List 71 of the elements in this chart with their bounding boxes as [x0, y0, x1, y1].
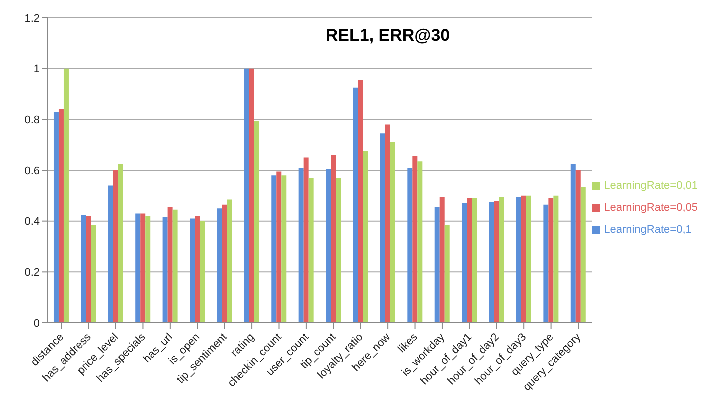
bar — [472, 198, 478, 323]
bar — [358, 80, 364, 323]
bar — [353, 88, 358, 323]
bar — [140, 214, 146, 323]
bar — [136, 214, 141, 323]
bar — [544, 204, 549, 323]
bar — [418, 162, 423, 323]
bar — [489, 202, 494, 323]
bar — [227, 200, 232, 323]
bar — [499, 197, 504, 323]
bar — [467, 198, 472, 323]
bar — [168, 207, 173, 323]
bar — [526, 196, 532, 323]
bar — [217, 208, 222, 323]
bar — [580, 187, 586, 323]
bar — [113, 170, 118, 323]
text: REL1, ERR@30 — [324, 26, 452, 46]
bar — [54, 112, 59, 323]
bar — [200, 221, 206, 323]
bar — [521, 196, 526, 323]
legend-label: LearningRate=0,05 — [604, 202, 698, 214]
bar — [298, 168, 304, 323]
legend-label: LearningRate=0,01 — [604, 180, 698, 192]
legend-label: LearningRate=0,1 — [604, 224, 692, 236]
bar — [276, 172, 282, 323]
bar — [554, 196, 559, 323]
bar — [380, 134, 386, 323]
bar — [249, 68, 254, 323]
bar — [576, 170, 581, 323]
bar — [326, 169, 332, 323]
y-tick-label: 0 — [34, 318, 40, 330]
bar — [385, 124, 390, 323]
bar — [81, 214, 86, 323]
bar — [434, 207, 440, 323]
bar — [444, 225, 450, 323]
bar — [516, 197, 522, 323]
bar — [462, 204, 468, 323]
bar — [408, 168, 413, 323]
y-tick-label: 0.8 — [24, 114, 40, 127]
bar — [548, 198, 554, 323]
bar — [304, 158, 309, 323]
bar — [336, 178, 342, 323]
bar — [195, 216, 200, 323]
bar — [308, 178, 314, 323]
bar — [91, 225, 96, 323]
bar — [570, 164, 576, 323]
bar — [108, 186, 114, 323]
y-tick-label: 1.2 — [24, 12, 40, 25]
y-tick-label: 0.6 — [24, 165, 40, 178]
bar — [282, 176, 287, 323]
bar — [222, 204, 228, 323]
bar — [118, 164, 124, 323]
bar — [412, 156, 418, 323]
bar — [440, 197, 445, 323]
bar — [146, 216, 151, 323]
bar — [58, 110, 64, 323]
y-tick-label: 0.2 — [24, 267, 40, 280]
bar — [363, 151, 368, 323]
bar — [86, 216, 92, 323]
bar — [190, 218, 196, 323]
bar — [390, 142, 396, 323]
bar — [64, 68, 69, 323]
bar — [254, 120, 260, 323]
y-tick-label: 0.4 — [24, 216, 40, 228]
bar — [331, 155, 336, 323]
y-tick-label: 1 — [34, 64, 40, 76]
bar — [494, 201, 500, 323]
bar — [272, 176, 277, 323]
bar — [162, 218, 168, 323]
bar — [172, 210, 178, 323]
bar — [244, 68, 250, 323]
